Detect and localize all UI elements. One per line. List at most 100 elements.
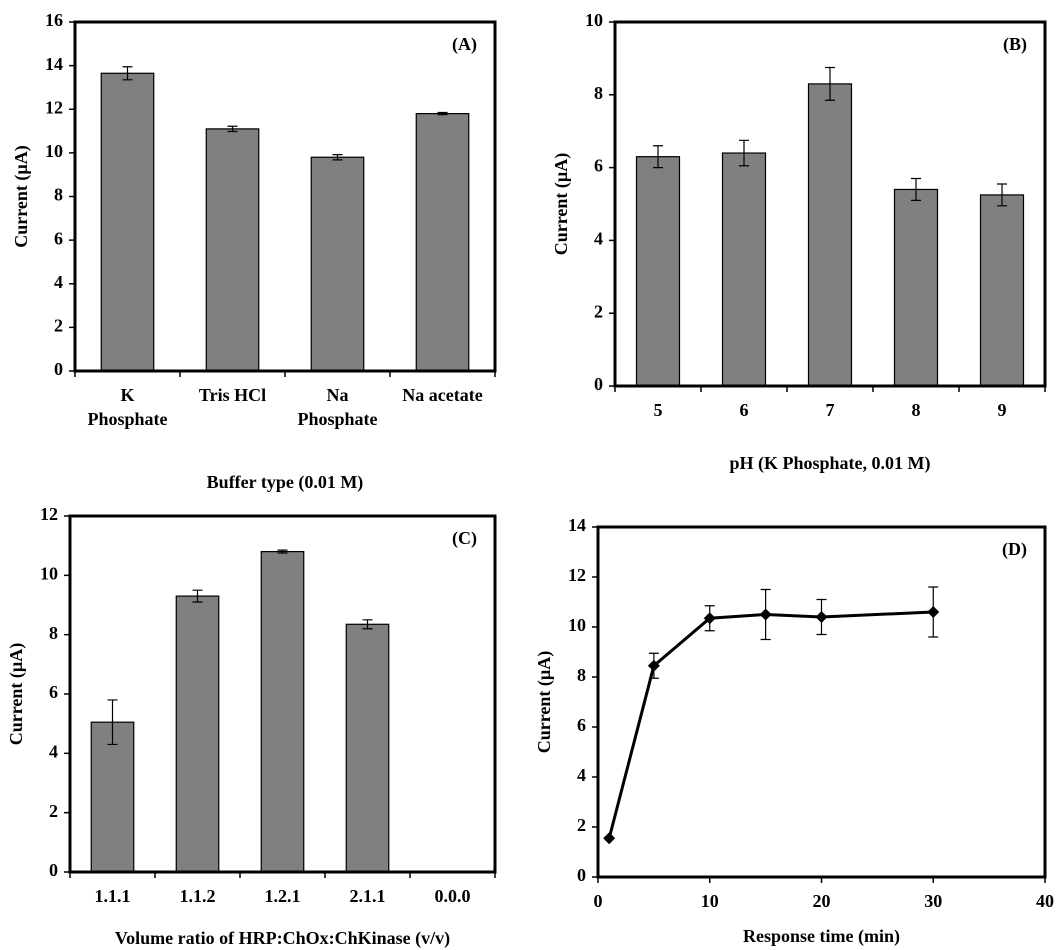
x-tick-label: Phosphate — [297, 409, 377, 429]
bar — [345, 623, 390, 873]
error-bar — [997, 183, 1007, 207]
x-tick-label: Tris HCl — [199, 385, 266, 405]
bar — [635, 156, 681, 387]
y-tick-label: 2 — [54, 316, 63, 336]
y-tick-label: 0 — [54, 359, 63, 379]
x-tick-label: 6 — [740, 400, 749, 420]
bar — [415, 113, 470, 372]
panel-label: (B) — [1003, 34, 1027, 55]
bar — [260, 550, 305, 873]
y-tick-label: 16 — [45, 10, 63, 30]
x-tick-label: Na — [327, 385, 349, 405]
x-tick-label: K — [120, 385, 134, 405]
plot-frame — [68, 514, 497, 874]
y-tick-label: 10 — [45, 141, 63, 161]
x-tick-label: Na acetate — [402, 385, 482, 405]
x-axis-label: Volume ratio of HRP:ChOx:ChKinase (v/v) — [115, 928, 450, 949]
y-tick-label: 4 — [54, 272, 63, 292]
bar — [721, 152, 767, 387]
x-tick-label: 30 — [924, 891, 942, 911]
x-tick-label: 1.2.1 — [265, 886, 301, 906]
marker — [927, 606, 940, 618]
marker — [603, 832, 616, 845]
x-tick-label: 20 — [813, 891, 831, 911]
plot-frame — [596, 525, 1047, 879]
y-tick-label: 8 — [49, 623, 58, 643]
x-tick-label: Phosphate — [87, 409, 167, 429]
bar — [205, 128, 260, 372]
y-tick-label: 0 — [594, 374, 603, 394]
bar — [893, 188, 939, 387]
y-tick-label: 14 — [45, 54, 63, 74]
y-axis-label: Current (µA) — [11, 145, 32, 248]
marker — [759, 608, 772, 621]
y-tick-label: 6 — [577, 715, 586, 735]
data-line — [607, 610, 934, 839]
error-bar — [911, 177, 921, 201]
y-tick-label: 6 — [49, 682, 58, 702]
y-tick-label: 12 — [45, 97, 63, 117]
error-bar — [437, 111, 448, 116]
x-tick-label: 10 — [701, 891, 719, 911]
y-tick-label: 2 — [49, 801, 58, 821]
marker — [647, 659, 660, 672]
bar — [807, 83, 853, 387]
error-bar — [653, 145, 663, 169]
x-tick-label: 40 — [1036, 891, 1054, 911]
error-bar — [825, 66, 835, 101]
error-bar — [107, 699, 118, 746]
y-tick-label: 8 — [54, 185, 63, 205]
x-axis-label: Response time (min) — [743, 926, 900, 947]
y-axis-label: Current (µA) — [534, 651, 555, 754]
error-bar — [277, 549, 288, 554]
bar — [100, 72, 155, 372]
y-tick-label: 8 — [577, 665, 586, 685]
error-bar — [122, 66, 133, 81]
error-bar — [332, 154, 343, 161]
y-tick-label: 12 — [40, 504, 58, 524]
y-tick-label: 2 — [594, 301, 603, 321]
x-tick-label: 8 — [912, 400, 921, 420]
y-tick-label: 4 — [577, 765, 586, 785]
error-bar — [227, 125, 238, 133]
y-tick-label: 8 — [594, 83, 603, 103]
marker — [815, 611, 828, 623]
y-tick-label: 10 — [40, 563, 58, 583]
x-tick-label: 5 — [654, 400, 663, 420]
y-axis-label: Current (µA) — [6, 643, 27, 746]
x-tick-label: 2.1.1 — [350, 886, 386, 906]
marker — [703, 612, 716, 625]
bar — [979, 194, 1025, 387]
y-tick-label: 4 — [594, 229, 603, 249]
y-tick-label: 12 — [568, 565, 586, 585]
y-tick-label: 4 — [49, 741, 58, 761]
error-bar — [192, 589, 203, 603]
bar — [310, 156, 365, 372]
panel-label: (D) — [1002, 539, 1027, 560]
x-axis-label: Buffer type (0.01 M) — [207, 472, 364, 493]
x-tick-label: 7 — [826, 400, 835, 420]
error-bar — [362, 619, 373, 630]
y-tick-label: 10 — [585, 10, 603, 30]
y-axis-label: Current (µA) — [551, 153, 572, 256]
y-tick-label: 6 — [594, 156, 603, 176]
panel-label: (A) — [452, 34, 477, 55]
bar — [175, 595, 220, 873]
error-bar — [739, 139, 749, 167]
x-tick-label: 1.1.1 — [95, 886, 131, 906]
y-tick-label: 14 — [568, 515, 586, 535]
plot-frame — [613, 20, 1047, 388]
x-tick-label: 1.1.2 — [180, 886, 216, 906]
x-axis-label: pH (K Phosphate, 0.01 M) — [729, 453, 930, 474]
y-tick-label: 0 — [577, 865, 586, 885]
x-tick-label: 0.0.0 — [435, 886, 471, 906]
x-tick-label: 9 — [998, 400, 1007, 420]
y-tick-label: 2 — [577, 815, 586, 835]
y-tick-label: 0 — [49, 860, 58, 880]
panel-label: (C) — [452, 528, 477, 549]
y-tick-label: 6 — [54, 228, 63, 248]
plot-frame — [73, 20, 497, 373]
y-tick-label: 10 — [568, 615, 586, 635]
